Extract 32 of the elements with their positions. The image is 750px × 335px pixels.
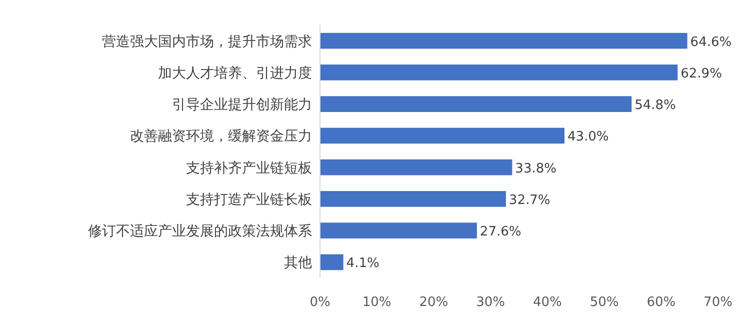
x-tick-label: 70%	[704, 295, 732, 310]
x-tick-label: 10%	[362, 295, 392, 310]
bar	[320, 159, 512, 176]
y-tick-label: 支持补齐产业链短板	[186, 160, 312, 176]
bar	[320, 96, 632, 112]
y-tick-label: 加大人才培养、引进力度	[158, 65, 312, 82]
y-tick-label: 修订不适应产业发展的政策法规体系	[88, 224, 312, 240]
x-tick-label: 30%	[476, 295, 506, 310]
data-label: 32.7%	[508, 192, 550, 208]
data-label: 64.6%	[690, 34, 732, 50]
x-tick-label: 0%	[310, 295, 330, 310]
bar	[320, 222, 477, 238]
data-label: 33.8%	[515, 161, 556, 176]
x-tick-label: 60%	[646, 295, 676, 310]
bar	[320, 191, 506, 207]
data-label: 54.8%	[634, 98, 676, 114]
bar	[320, 254, 344, 270]
y-tick-label: 引导企业提升创新能力	[172, 97, 312, 114]
bar	[320, 128, 564, 144]
bar	[320, 32, 688, 49]
x-tick-label: 20%	[419, 295, 448, 310]
bar	[320, 64, 678, 80]
data-label: 4.1%	[346, 256, 380, 272]
data-label: 27.6%	[480, 224, 522, 240]
data-label: 43.0%	[567, 130, 609, 145]
y-tick-label: 营造强大国内市场，提升市场需求	[102, 34, 312, 50]
x-tick-label: 40%	[532, 295, 562, 310]
y-tick-label: 支持打造产业链长板	[186, 192, 312, 208]
x-tick-label: 50%	[590, 295, 619, 310]
y-tick-label: 其他	[284, 255, 312, 272]
y-tick-label: 改善融资环境，缓解资金压力	[130, 128, 312, 145]
data-label: 62.9%	[680, 66, 722, 82]
